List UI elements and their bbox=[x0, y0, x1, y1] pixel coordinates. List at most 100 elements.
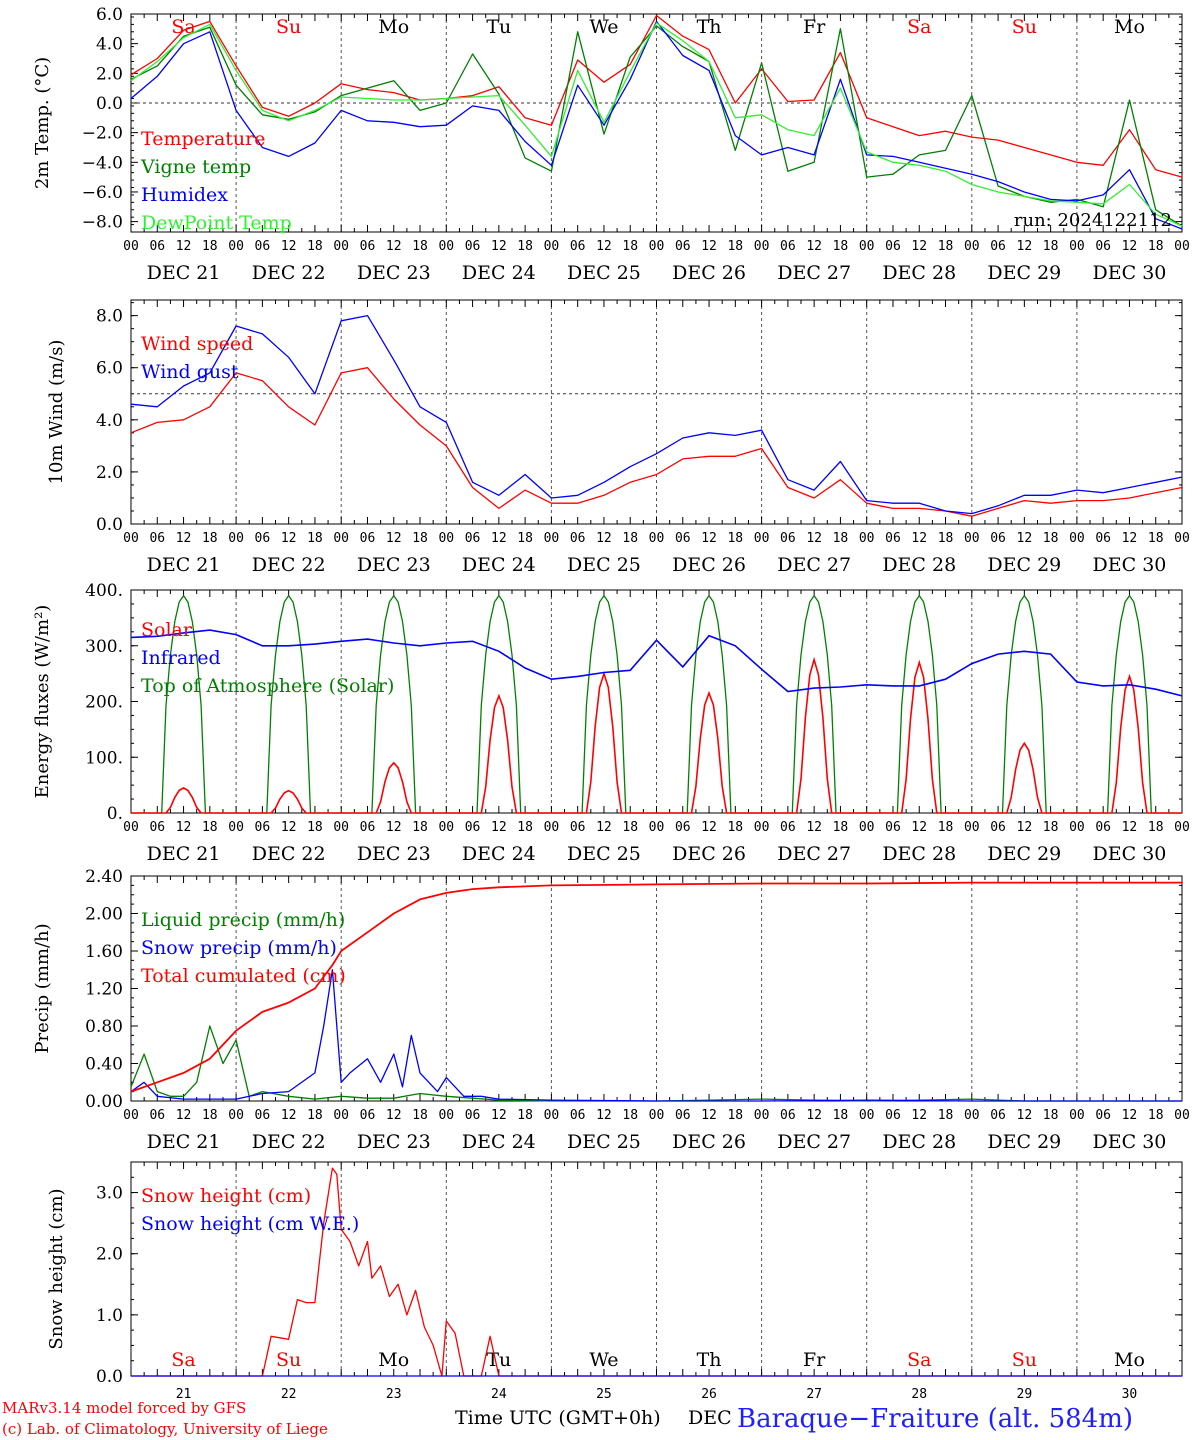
series-line-snow-precip-mm-h- bbox=[130, 969, 1182, 1102]
month-label: DEC bbox=[688, 1407, 732, 1429]
legend-entry: Snow height (cm) bbox=[141, 1185, 311, 1207]
hour-tick-label: 06 bbox=[149, 1108, 165, 1123]
date-label: DEC 28 bbox=[882, 262, 956, 284]
hour-tick-label: 06 bbox=[990, 820, 1006, 835]
weekday-label: Sa bbox=[907, 1349, 931, 1371]
legend-entry: Liquid precip (mm/h) bbox=[141, 909, 345, 931]
hour-tick-label: 12 bbox=[281, 531, 297, 546]
hour-tick-label: 12 bbox=[281, 820, 297, 835]
y-tick-label: 0.0 bbox=[96, 1367, 123, 1387]
hour-tick-label: 06 bbox=[255, 820, 271, 835]
hour-tick-label: 18 bbox=[307, 1108, 323, 1123]
hour-tick-label: 00 bbox=[1069, 1108, 1085, 1123]
hour-tick-label: 12 bbox=[1122, 1108, 1138, 1123]
legend-entry: Total cumulated (cm) bbox=[141, 965, 346, 987]
y-tick-label: 4.0 bbox=[96, 411, 123, 431]
hour-tick-label: 00 bbox=[123, 239, 139, 254]
hour-tick-label: 00 bbox=[964, 531, 980, 546]
hour-tick-label: 06 bbox=[990, 1108, 1006, 1123]
hour-tick-label: 12 bbox=[176, 531, 192, 546]
hour-tick-label: 00 bbox=[1174, 820, 1190, 835]
series-line-temperature bbox=[130, 14, 1183, 178]
hour-tick-label: 00 bbox=[1069, 239, 1085, 254]
hour-tick-label: 12 bbox=[1122, 820, 1138, 835]
date-label: DEC 26 bbox=[672, 262, 746, 284]
date-label: DEC 23 bbox=[357, 262, 431, 284]
hour-tick-label: 12 bbox=[1017, 531, 1033, 546]
hour-tick-label: 12 bbox=[701, 531, 717, 546]
date-label: DEC 21 bbox=[147, 1131, 221, 1153]
weekday-label: Fr bbox=[803, 16, 826, 38]
hour-tick-label: 06 bbox=[360, 239, 376, 254]
weekday-label: Su bbox=[276, 16, 301, 38]
hour-tick-label: 18 bbox=[1148, 820, 1164, 835]
date-label: DEC 28 bbox=[882, 554, 956, 576]
hour-tick-label: 06 bbox=[570, 531, 586, 546]
date-label: DEC 30 bbox=[1093, 554, 1167, 576]
hour-tick-label: 06 bbox=[780, 1108, 796, 1123]
hour-tick-label: 00 bbox=[333, 531, 349, 546]
hour-tick-label: 06 bbox=[360, 820, 376, 835]
y-tick-label: 3.0 bbox=[96, 1184, 123, 1204]
panel-1: 6.0 4.0 2.0 0.0 −2.0 −4.0 −6.0 −8.0 2m Temp. (°C… bbox=[32, 5, 1190, 284]
weekday-label: We bbox=[589, 1349, 618, 1371]
date-label: DEC 29 bbox=[987, 554, 1061, 576]
series-line-total-cumulated-cm- bbox=[130, 881, 1182, 1093]
hour-tick-label: 06 bbox=[255, 239, 271, 254]
weekday-label: Fr bbox=[803, 1349, 826, 1371]
date-label: DEC 30 bbox=[1093, 1131, 1167, 1153]
legend-entry: Solar bbox=[141, 619, 193, 641]
hour-tick-label: 18 bbox=[307, 531, 323, 546]
hour-tick-label: 06 bbox=[465, 531, 481, 546]
y-tick-label: 100. bbox=[85, 748, 123, 768]
hour-tick-label: 00 bbox=[333, 1108, 349, 1123]
hour-tick-label: 06 bbox=[1095, 531, 1111, 546]
hour-tick-label: 00 bbox=[438, 531, 454, 546]
hour-tick-label: 06 bbox=[1095, 820, 1111, 835]
hour-tick-label: 18 bbox=[833, 239, 849, 254]
hour-tick-label: 06 bbox=[1095, 239, 1111, 254]
day-number-label: 24 bbox=[491, 1387, 507, 1402]
weekday-label: Th bbox=[697, 16, 722, 38]
hour-tick-label: 06 bbox=[885, 531, 901, 546]
hour-tick-label: 18 bbox=[1043, 239, 1059, 254]
hour-tick-label: 00 bbox=[964, 239, 980, 254]
y-tick-label: 1.20 bbox=[85, 980, 123, 1000]
legend-entry: Top of Atmosphere (Solar) bbox=[141, 675, 394, 697]
hour-tick-label: 00 bbox=[754, 1108, 770, 1123]
weekday-label: Mo bbox=[378, 16, 409, 38]
day-number-label: 25 bbox=[596, 1387, 612, 1402]
date-label: DEC 28 bbox=[882, 843, 956, 865]
day-number-label: 27 bbox=[806, 1387, 822, 1402]
plot-frame bbox=[130, 299, 1183, 525]
y-tick-label: 1.0 bbox=[96, 1306, 123, 1326]
hour-tick-label: 12 bbox=[281, 239, 297, 254]
hour-tick-label: 06 bbox=[990, 239, 1006, 254]
y-tick-label: 2.00 bbox=[85, 905, 123, 925]
y-tick-label: 2.0 bbox=[96, 1245, 123, 1265]
hour-tick-label: 12 bbox=[806, 820, 822, 835]
legend-entry: Temperature bbox=[141, 128, 265, 150]
hour-tick-label: 18 bbox=[202, 531, 218, 546]
hour-tick-label: 18 bbox=[1148, 239, 1164, 254]
hour-tick-label: 06 bbox=[885, 239, 901, 254]
y-axis-label: 2m Temp. (°C) bbox=[32, 57, 53, 189]
hour-tick-label: 00 bbox=[1174, 531, 1190, 546]
hour-tick-label: 12 bbox=[386, 1108, 402, 1123]
y-tick-label: −4.0 bbox=[82, 153, 123, 173]
day-number-label: 23 bbox=[386, 1387, 402, 1402]
hour-tick-label: 06 bbox=[149, 531, 165, 546]
run-label: run: 2024122112 bbox=[1014, 210, 1172, 231]
hour-tick-label: 00 bbox=[544, 820, 560, 835]
hour-tick-label: 00 bbox=[438, 820, 454, 835]
hour-tick-label: 18 bbox=[1043, 820, 1059, 835]
date-label: DEC 26 bbox=[672, 1131, 746, 1153]
hour-tick-label: 18 bbox=[1148, 531, 1164, 546]
y-tick-label: 0.80 bbox=[85, 1017, 123, 1037]
weekday-label: Su bbox=[276, 1349, 301, 1371]
hour-tick-label: 00 bbox=[859, 239, 875, 254]
weekday-label: Sa bbox=[171, 1349, 195, 1371]
y-tick-label: 0.00 bbox=[85, 1092, 123, 1112]
hour-tick-label: 18 bbox=[307, 820, 323, 835]
hour-tick-label: 00 bbox=[123, 1108, 139, 1123]
